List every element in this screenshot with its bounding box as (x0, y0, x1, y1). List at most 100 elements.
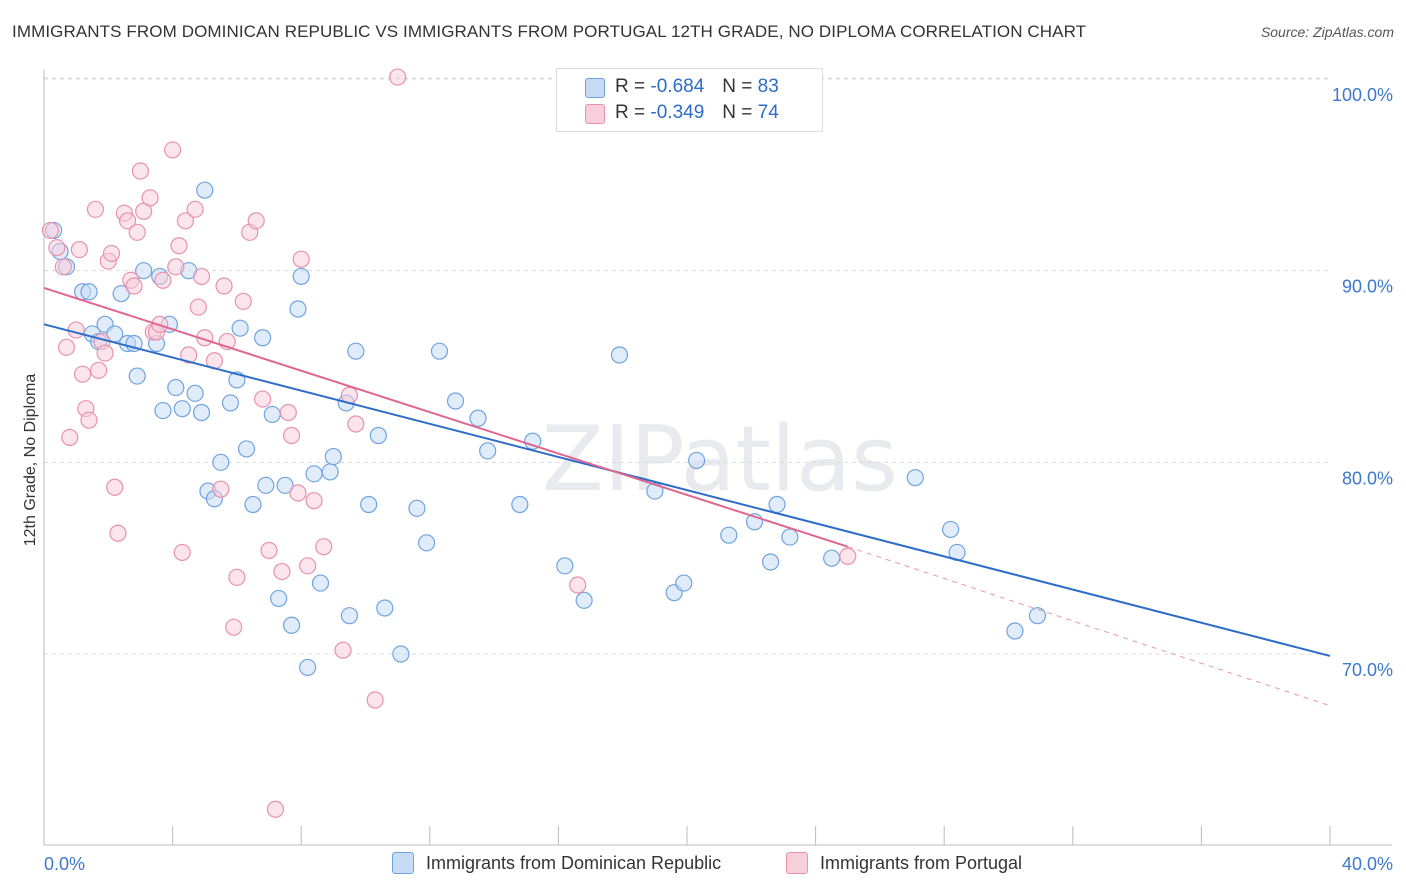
portugal-point (180, 346, 198, 364)
portugal-point (90, 361, 108, 379)
dominican-point (289, 300, 307, 318)
watermark: ZIPatlas (542, 407, 898, 512)
portugal-point (212, 480, 230, 498)
dominican-point (446, 392, 465, 410)
legend-r-value: -0.684 (650, 76, 705, 97)
dominican-point (80, 283, 98, 301)
portugal-trend-line (43, 286, 849, 548)
legend-n-value: 83 (757, 76, 779, 97)
dominican-point (340, 607, 359, 625)
correlation-legend: R = -0.684 N = 83 R = -0.349 N = 74 (556, 68, 823, 132)
legend-row-portugal: R = -0.349 N = 74 (585, 101, 779, 125)
dominican-point (244, 495, 262, 514)
bottom-legend-swatch-dominican (392, 852, 414, 874)
dominican-trend-line (43, 323, 1331, 657)
dominican-point (221, 394, 240, 412)
portugal-point (189, 298, 207, 316)
dominican-point (479, 442, 497, 460)
dominican-point (675, 574, 693, 592)
portugal-point (70, 240, 88, 259)
dominican-point (688, 451, 706, 470)
dominican-point (347, 342, 365, 360)
dominican-point (761, 553, 780, 571)
portugal-point (86, 200, 105, 218)
legend-swatch-portugal (585, 104, 605, 124)
portugal-point (228, 568, 246, 586)
dominican-point (1028, 607, 1047, 625)
x-tick-label: 40.0% (1342, 854, 1393, 874)
bottom-legend-dominican: Immigrants from Dominican Republic (392, 852, 721, 874)
bottom-legend-portugal: Immigrants from Portugal (786, 852, 1022, 874)
dominican-point (575, 591, 593, 609)
dominican-point (610, 346, 629, 364)
dominican-point (321, 463, 339, 481)
portugal-point (80, 411, 98, 429)
portugal-point (41, 221, 60, 240)
dominican-point (196, 181, 214, 199)
portugal-point (109, 524, 127, 542)
portugal-point (67, 321, 85, 339)
dominican-point (311, 574, 330, 592)
portugal-point (225, 618, 243, 636)
legend-r-label: R = (615, 102, 646, 123)
portugal-point (289, 484, 307, 502)
portugal-point (839, 547, 857, 565)
dominican-point (167, 378, 185, 397)
portugal-point (266, 800, 285, 818)
x-tick-label: 0.0% (44, 854, 85, 874)
portugal-point (164, 141, 182, 159)
portugal-point (118, 212, 137, 230)
dominican-point (376, 599, 394, 617)
y-tick-label: 100.0% (1332, 85, 1393, 105)
bottom-legend-swatch-portugal (786, 852, 808, 874)
portugal-point (176, 212, 195, 230)
dominican-point (299, 658, 317, 677)
dominican-point (173, 400, 191, 418)
dominican-point (1006, 622, 1024, 640)
portugal-point (366, 691, 384, 709)
y-tick-label: 90.0% (1342, 277, 1393, 297)
dominican-point (430, 342, 449, 360)
portugal-point (569, 576, 587, 594)
portugal-point (54, 258, 72, 276)
dominican-point (823, 549, 841, 567)
dominican-point (768, 495, 786, 514)
bottom-legend-label-dominican: Immigrants from Dominican Republic (426, 852, 722, 873)
portugal-point (106, 478, 124, 496)
dominican-point (781, 528, 799, 546)
portugal-trend-extension (847, 546, 1331, 707)
dominican-point (556, 557, 574, 575)
legend-n-label: N = (722, 102, 753, 123)
portugal-point (254, 390, 272, 408)
dominican-point (192, 403, 211, 422)
portugal-point (315, 538, 333, 556)
legend-n-label: N = (722, 76, 753, 97)
dominican-point (942, 520, 960, 539)
dominican-point (392, 645, 410, 663)
portugal-point (96, 344, 114, 362)
source-label: Source: ZipAtlas.com (1260, 24, 1394, 40)
portugal-point (299, 557, 317, 575)
portugal-point (192, 267, 211, 286)
portugal-point (128, 223, 146, 241)
legend-row-dominican: R = -0.684 N = 83 (585, 75, 779, 99)
y-tick-label: 70.0% (1342, 660, 1393, 680)
portugal-point (186, 200, 204, 218)
portugal-point (141, 189, 159, 207)
portugal-point (125, 277, 143, 295)
dominican-point (263, 405, 281, 424)
portugal-point (102, 244, 121, 263)
portugal-point (347, 415, 365, 433)
dominican-point (270, 589, 288, 608)
chart-title: IMMIGRANTS FROM DOMINICAN REPUBLIC VS IM… (12, 22, 1087, 41)
dominican-point (305, 465, 323, 483)
portugal-point (273, 562, 291, 581)
dominican-point (135, 262, 153, 280)
dominican-point (469, 409, 487, 427)
dominican-point (276, 476, 294, 494)
portugal-point (73, 365, 92, 383)
portugal-point (167, 258, 185, 276)
portugal-point (61, 428, 79, 447)
dominican-point (254, 329, 272, 347)
portugal-point (170, 237, 188, 255)
